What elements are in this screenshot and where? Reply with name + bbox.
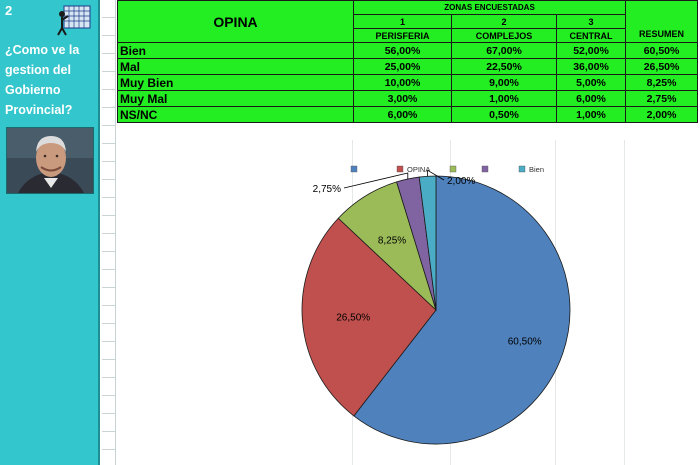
pie-slice [353,175,571,445]
table-row: Mal 25,00% 22,50% 36,00% 26,50% [117,58,699,75]
row-label: Bien [117,42,354,59]
cell-value: 22,50% [451,58,557,75]
question-text: ¿Como ve la gestion del Gobierno Provinc… [5,40,99,120]
row-label: Muy Bien [117,74,354,91]
row-label: NS/NC [117,106,354,123]
question-line: ¿Como ve la [5,43,80,57]
legend-swatch [449,165,457,173]
legend-label: Bien [529,165,544,174]
cell-value: 26,50% [625,58,699,75]
cell-value: 6,00% [555,90,627,107]
zone-number: 2 [451,14,557,29]
cell-value: 25,00% [353,58,452,75]
slide-number: 2 [5,3,13,18]
question-line: Provincial? [5,103,73,117]
cell-value: 36,00% [555,58,627,75]
table-row: Muy Bien 10,00% 9,00% 5,00% 8,25% [117,74,699,91]
label-leader-line [427,169,445,181]
legend-swatch [396,165,404,173]
label-leader-line [343,172,409,189]
cell-value: 10,00% [353,74,452,91]
cell-value: 67,00% [451,42,557,59]
gridlines-strip [102,0,116,465]
data-label: 2,75% [313,184,341,195]
legend-swatch [481,165,489,173]
legend-swatch [518,165,526,173]
cell-value: 9,00% [451,74,557,91]
cell-value: 8,25% [625,74,699,91]
gridline [624,140,625,465]
table-row: Bien 56,00% 67,00% 52,00% 60,50% [117,42,699,59]
sidebar-panel: 2 ¿Como ve la gestion del Gobierno Provi… [0,0,100,465]
cell-value: 1,00% [451,90,557,107]
data-label: 2,00% [447,176,475,187]
legend-label: OPINA [407,165,430,174]
cell-value: 60,50% [625,42,699,59]
zone-name: PERISFERIA [353,28,452,43]
pie-slice [301,217,437,417]
cell-value: 2,00% [625,106,699,123]
cell-value: 6,00% [353,106,452,123]
cell-value: 3,00% [353,90,452,107]
data-label: 26,50% [336,313,370,324]
pie-chart: 60,50% 26,50% 8,25% 2,75% 2,00% OPINA Bien [301,165,571,445]
row-label: Mal [117,58,354,75]
data-label: 60,50% [508,336,542,347]
opina-table: OPINA ZONAS ENCUESTADAS RESUMEN 1 2 3 PE… [117,0,699,123]
cell-value: 1,00% [555,106,627,123]
question-line: gestion del [5,63,71,77]
data-label: 8,25% [378,236,406,247]
grid-logo-icon [56,4,94,36]
spreadsheet-area: OPINA ZONAS ENCUESTADAS RESUMEN 1 2 3 PE… [117,0,700,465]
portrait-photo [6,127,94,194]
table-row: NS/NC 6,00% 0,50% 1,00% 2,00% [117,106,699,123]
question-line: Gobierno [5,83,61,97]
cell-value: 56,00% [353,42,452,59]
legend-swatch [350,165,358,173]
cell-value: 0,50% [451,106,557,123]
zone-number: 3 [555,14,627,29]
resumen-header: RESUMEN [625,0,699,43]
cell-value: 5,00% [555,74,627,91]
cell-value: 2,75% [625,90,699,107]
